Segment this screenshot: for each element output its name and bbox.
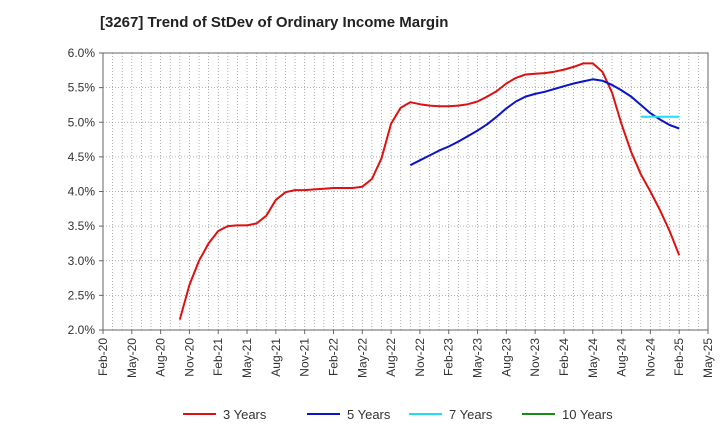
legend: 3 Years 5 Years 7 Years 10 Years: [183, 407, 613, 422]
legend-label: 10 Years: [562, 407, 613, 422]
x-tick-label: May-24: [586, 338, 600, 378]
y-tick-label: 3.5%: [68, 219, 96, 233]
y-tick-label: 4.0%: [68, 185, 96, 199]
y-tick-label: 5.0%: [68, 115, 96, 129]
axes: 2.0% 2.5% 3.0% 3.5% 4.0% 4.5% 5.0% 5.5% 6.0% Feb-…: [68, 46, 715, 378]
x-tick-label: May-21: [240, 338, 254, 378]
x-tick-label: Aug-24: [615, 338, 629, 377]
x-tick-label: May-22: [355, 338, 369, 378]
series-lines: [178, 62, 681, 320]
y-tick-label: 2.5%: [68, 288, 96, 302]
x-tick-label: Aug-23: [499, 338, 513, 377]
x-tick-label: Feb-21: [211, 338, 225, 376]
y-tick-label: 6.0%: [68, 46, 96, 60]
x-tick-label: Nov-23: [528, 338, 542, 377]
chart-title: [3267] Trend of StDev of Ordinary Income…: [100, 14, 449, 31]
legend-label: 3 Years: [223, 407, 267, 422]
series-line-3-years: [178, 62, 681, 320]
y-tick-label: 3.0%: [68, 254, 96, 268]
x-tick-label: Aug-22: [384, 338, 398, 377]
legend-label: 7 Years: [449, 407, 493, 422]
y-tick-label: 5.5%: [68, 81, 96, 95]
x-tick-label: Feb-24: [557, 338, 571, 376]
x-tick-label: Nov-24: [643, 338, 657, 377]
legend-label: 5 Years: [347, 407, 391, 422]
series-line-5-years: [409, 78, 680, 167]
x-tick-label: Aug-21: [269, 338, 283, 377]
x-tick-label: Feb-22: [326, 338, 340, 376]
y-tick-label: 2.0%: [68, 323, 96, 337]
x-tick-label: May-23: [471, 338, 485, 378]
x-tick-label: Nov-21: [298, 338, 312, 377]
y-tick-label: 4.5%: [68, 150, 96, 164]
x-tick-label: Nov-20: [182, 338, 196, 377]
x-tick-label: Aug-20: [154, 338, 168, 377]
x-tick-label: Feb-20: [96, 338, 110, 376]
x-tick-label: Nov-22: [413, 338, 427, 377]
x-tick-label: Feb-23: [442, 338, 456, 376]
x-tick-label: May-20: [125, 338, 139, 378]
x-tick-label: May-25: [701, 338, 715, 378]
x-tick-label: Feb-25: [672, 338, 686, 376]
